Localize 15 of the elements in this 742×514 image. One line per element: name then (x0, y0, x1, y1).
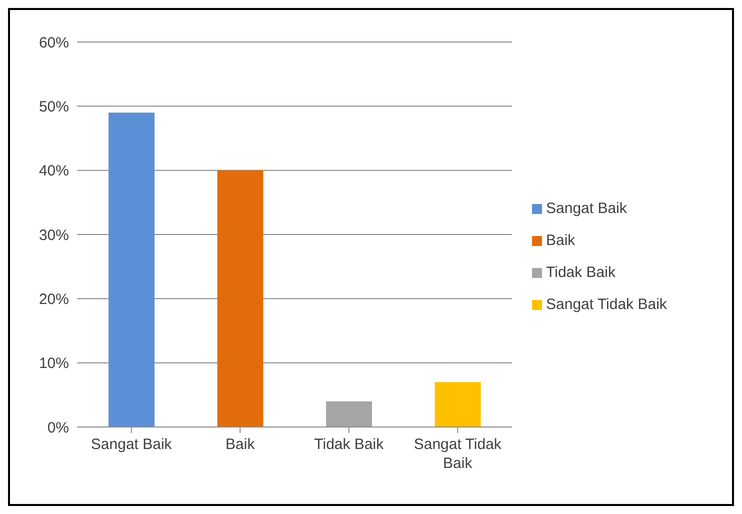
x-tick-label: Baik (226, 436, 256, 453)
y-tick-label: 40% (38, 162, 69, 180)
x-tick-label: Tidak Baik (314, 436, 384, 453)
x-tick-label: Sangat Tidak Baik (414, 436, 502, 472)
y-tick-label: 0% (47, 419, 69, 436)
x-tick-label: Sangat Baik (90, 436, 172, 453)
legend-label: Sangat Tidak Baik (546, 296, 667, 313)
y-tick-label: 60% (38, 34, 69, 52)
y-tick-label: 20% (38, 290, 69, 308)
legend-label: Sangat Baik (546, 200, 627, 217)
y-tick-label: 10% (38, 355, 69, 372)
y-tick-label: 50% (38, 98, 69, 116)
y-tick-label: 30% (38, 226, 69, 244)
legend-label: Tidak Baik (546, 264, 616, 281)
legend-label: Baik (546, 232, 576, 249)
